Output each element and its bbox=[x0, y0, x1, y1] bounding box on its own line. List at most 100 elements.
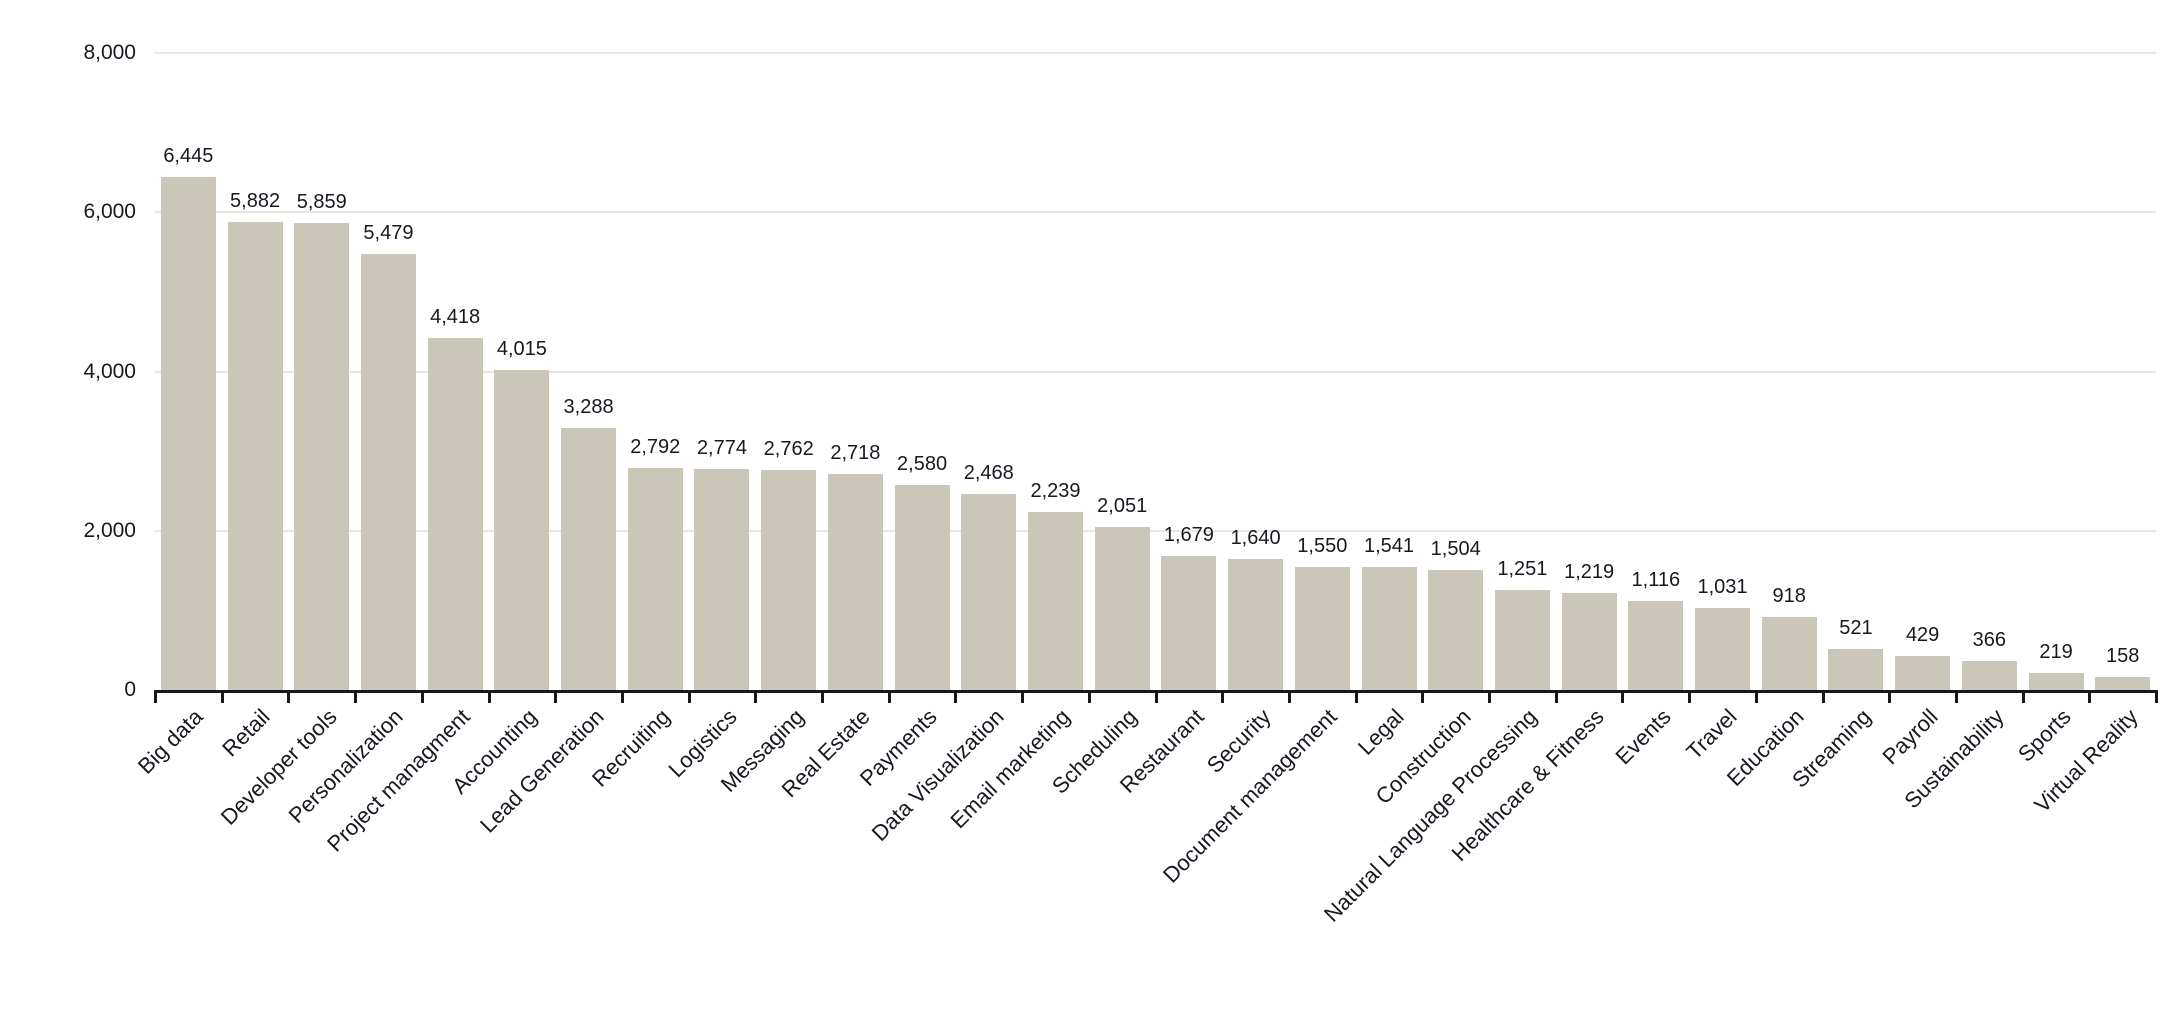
x-axis-category-label: Streaming bbox=[1786, 704, 1876, 793]
bar-accounting[interactable] bbox=[494, 370, 550, 690]
bar-value-label: 1,031 bbox=[1697, 575, 1748, 598]
y-axis-tick-label: 8,000 bbox=[83, 41, 136, 64]
bar-security[interactable] bbox=[1228, 559, 1284, 690]
x-axis-tick bbox=[487, 690, 491, 703]
bar-value-label: 5,479 bbox=[363, 221, 414, 244]
x-axis-tick bbox=[1154, 690, 1158, 703]
bar-email-marketing[interactable] bbox=[1027, 511, 1083, 690]
bar-construction[interactable] bbox=[1428, 570, 1484, 690]
y-axis-tick-label: 0 bbox=[124, 678, 136, 701]
bar-personalization[interactable] bbox=[360, 253, 416, 690]
bar-lead-generation[interactable] bbox=[561, 428, 617, 690]
bar-group: 219 bbox=[2023, 0, 2090, 690]
bar-value-label: 4,418 bbox=[430, 306, 481, 329]
gridline bbox=[155, 529, 2156, 532]
bar-value-label: 1,541 bbox=[1363, 535, 1415, 558]
x-axis-category-label: Messaging bbox=[715, 704, 809, 797]
bar-value-label: 158 bbox=[2106, 645, 2140, 668]
gridline bbox=[155, 370, 2156, 373]
gridline bbox=[155, 211, 2156, 214]
x-axis-tick bbox=[1221, 690, 1225, 703]
x-axis-category-label: Scheduling bbox=[1047, 704, 1142, 799]
bar-logistics[interactable] bbox=[694, 469, 750, 690]
bar-scheduling[interactable] bbox=[1094, 526, 1150, 690]
bar-group: 1,640 bbox=[1222, 0, 1289, 690]
bar-group: 918 bbox=[1756, 0, 1823, 690]
bar-group: 1,550 bbox=[1289, 0, 1356, 690]
bar-data-visualization[interactable] bbox=[961, 493, 1017, 690]
bar-virtual-reality[interactable] bbox=[2095, 677, 2151, 690]
bar-project-managment[interactable] bbox=[427, 338, 483, 690]
bar-document-management[interactable] bbox=[1294, 566, 1350, 690]
x-axis-category-label: Logistics bbox=[663, 704, 742, 783]
bar-messaging[interactable] bbox=[761, 470, 817, 690]
bar-value-label: 1,640 bbox=[1230, 527, 1281, 550]
bar-value-label: 5,882 bbox=[230, 189, 281, 212]
bar-group: 158 bbox=[2089, 0, 2156, 690]
x-axis-category-label: Email marketing bbox=[945, 704, 1076, 834]
bar-group: 5,882 bbox=[222, 0, 289, 690]
bar-value-label: 2,239 bbox=[1030, 479, 1081, 502]
x-axis-tick bbox=[1087, 690, 1091, 703]
x-axis-tick bbox=[954, 690, 958, 703]
bar-developer-tools[interactable] bbox=[294, 223, 350, 690]
bar-group: 2,762 bbox=[755, 0, 822, 690]
x-axis-category-label: Education bbox=[1721, 704, 1809, 791]
x-axis-tick bbox=[1021, 690, 1025, 703]
x-axis-tick bbox=[220, 690, 224, 703]
x-axis-category-label: Project managment bbox=[322, 704, 475, 857]
bar-value-label: 2,762 bbox=[763, 438, 814, 461]
bar-big-data[interactable] bbox=[160, 176, 216, 690]
bar-travel[interactable] bbox=[1695, 607, 1751, 690]
x-axis-tick bbox=[687, 690, 691, 703]
bar-real-estate[interactable] bbox=[827, 473, 883, 690]
bar-education[interactable] bbox=[1761, 616, 1817, 690]
x-axis-tick bbox=[754, 690, 758, 703]
x-axis-category-label: Travel bbox=[1681, 704, 1743, 765]
bar-value-label: 219 bbox=[2039, 640, 2073, 663]
x-axis-tick bbox=[1688, 690, 1692, 703]
bar-value-label: 1,219 bbox=[1564, 560, 1615, 583]
bar-streaming[interactable] bbox=[1828, 648, 1884, 690]
bar-value-label: 4,015 bbox=[496, 338, 547, 361]
x-axis-category-label: Healthcare & Fitness bbox=[1446, 704, 1609, 867]
bar-group: 4,015 bbox=[489, 0, 556, 690]
bar-value-label: 1,504 bbox=[1430, 538, 1481, 561]
x-axis-tick bbox=[620, 690, 624, 703]
x-axis-category-label: Events bbox=[1610, 704, 1676, 770]
bar-natural-language-processing[interactable] bbox=[1494, 590, 1550, 690]
bar-events[interactable] bbox=[1628, 601, 1684, 690]
bar-group: 2,239 bbox=[1022, 0, 1089, 690]
bar-legal[interactable] bbox=[1361, 567, 1417, 690]
bar-healthcare-fitness[interactable] bbox=[1561, 592, 1617, 690]
x-axis-tick bbox=[1554, 690, 1558, 703]
bar-retail[interactable] bbox=[227, 221, 283, 690]
bar-group: 2,718 bbox=[822, 0, 889, 690]
bar-group: 2,792 bbox=[622, 0, 689, 690]
bar-group: 3,288 bbox=[555, 0, 622, 690]
x-axis-category-label: Payments bbox=[854, 704, 942, 791]
bar-sports[interactable] bbox=[2028, 672, 2084, 690]
bar-group: 2,051 bbox=[1089, 0, 1156, 690]
bar-group: 2,774 bbox=[689, 0, 756, 690]
bar-payments[interactable] bbox=[894, 484, 950, 690]
bar-value-label: 429 bbox=[1905, 623, 1940, 646]
x-axis-tick bbox=[554, 690, 558, 703]
bar-recruiting[interactable] bbox=[627, 467, 683, 690]
bar-payroll[interactable] bbox=[1895, 655, 1951, 690]
x-axis-tick bbox=[2021, 690, 2025, 703]
y-axis-tick-label: 6,000 bbox=[83, 200, 136, 224]
bar-restaurant[interactable] bbox=[1161, 556, 1217, 690]
bar-group: 1,504 bbox=[1422, 0, 1489, 690]
bar-value-label: 2,051 bbox=[1097, 494, 1148, 517]
x-axis-tick bbox=[1287, 690, 1291, 703]
x-axis-category-label: Sports bbox=[2012, 704, 2076, 767]
bar-group: 1,031 bbox=[1689, 0, 1756, 690]
x-axis-tick bbox=[1488, 690, 1491, 703]
bar-group: 1,251 bbox=[1489, 0, 1556, 690]
bar-group: 1,219 bbox=[1556, 0, 1623, 690]
bar-value-label: 1,550 bbox=[1297, 534, 1348, 557]
bar-sustainability[interactable] bbox=[1961, 660, 2017, 690]
bar-value-label: 1,251 bbox=[1497, 558, 1548, 581]
